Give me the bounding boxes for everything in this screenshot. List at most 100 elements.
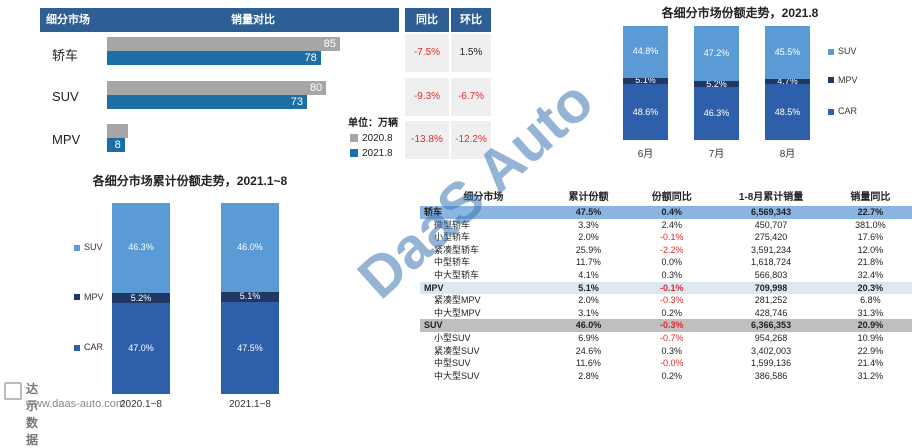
table-cell: 381.0% bbox=[855, 219, 886, 230]
table-cell: 紧凑型轿车 bbox=[434, 244, 480, 255]
legend-text: CAR bbox=[84, 342, 104, 353]
table-header-compare: 销量对比 bbox=[107, 8, 399, 32]
group-row: MPV 5.1% -0.1% 709,998 20.3% bbox=[420, 281, 912, 295]
table-cell: 1,618,724 bbox=[751, 257, 792, 268]
table-cell: 3,591,234 bbox=[751, 244, 792, 255]
table-cell: 小型轿车 bbox=[434, 232, 471, 243]
row-label-1: SUV bbox=[52, 89, 79, 104]
table-cell: 2.0% bbox=[578, 232, 599, 243]
segment-suv: 45.5% bbox=[765, 26, 810, 79]
legend-swatch bbox=[828, 108, 834, 115]
detail-col-header: 份额同比 bbox=[651, 191, 692, 203]
table-cell: -0.3% bbox=[660, 295, 684, 306]
legend-swatch bbox=[74, 345, 80, 352]
table-cell: 中型轿车 bbox=[434, 257, 471, 268]
table-cell: 6,366,353 bbox=[713, 319, 829, 332]
table-cell: -0.1% bbox=[630, 281, 714, 295]
table-header-mom: 环比 bbox=[451, 8, 491, 32]
table-row: 紧凑型MPV 2.0% -0.3% 281,252 6.8% bbox=[420, 294, 912, 307]
table-cell: 0.2% bbox=[661, 370, 683, 381]
table-cell: 31.3% bbox=[857, 307, 884, 318]
legend-mpv: MPV bbox=[74, 292, 104, 302]
group-row: SUV 46.0% -0.3% 6,366,353 20.9% bbox=[420, 319, 912, 332]
table-cell: 中大型轿车 bbox=[434, 269, 480, 280]
stack-bar-1: 46.3% 5.2% 47.2% bbox=[694, 26, 739, 140]
table-row: 紧凑型轿车 25.9% -2.2% 3,591,234 12.0% bbox=[420, 244, 912, 257]
stack-bar-2: 48.5% 4.7% 45.5% bbox=[765, 26, 810, 140]
legend-swatch-2020 bbox=[350, 134, 358, 143]
table-cell: 20.9% bbox=[828, 319, 912, 332]
table-cell: 1,599,136 bbox=[751, 358, 792, 369]
table-cell: 3.1% bbox=[578, 307, 599, 318]
bar-value: 85 bbox=[323, 38, 336, 50]
table-cell: 22.9% bbox=[857, 345, 884, 356]
bar-2020.8-2 bbox=[107, 124, 128, 138]
table-cell: 2.4% bbox=[661, 219, 683, 230]
segment-mpv: 5.2% bbox=[694, 79, 739, 88]
legend-2020: 2020.8 bbox=[350, 133, 393, 144]
legend-mpv: MPV bbox=[828, 75, 858, 85]
stack-bar-0: 48.6% 5.1% 44.8% bbox=[623, 26, 668, 140]
table-cell: 6.9% bbox=[578, 332, 599, 343]
legend-text: SUV bbox=[838, 45, 857, 56]
table-cell: 17.6% bbox=[857, 232, 884, 243]
legend-text: CAR bbox=[838, 105, 858, 116]
table-row: 中大型SUV 2.8% 0.2% 386,586 31.2% bbox=[420, 370, 912, 383]
table-cell: 紧凑型SUV bbox=[434, 345, 480, 356]
legend-label-2020: 2020.8 bbox=[362, 133, 393, 144]
table-cell: -0.3% bbox=[630, 319, 714, 332]
table-cell: -0.0% bbox=[660, 358, 684, 369]
legend-suv: SUV bbox=[828, 46, 857, 56]
table-cell: 微型轿车 bbox=[434, 219, 471, 230]
table-row: 中大型MPV 3.1% 0.2% 428,746 31.3% bbox=[420, 307, 912, 320]
table-cell: -2.2% bbox=[660, 244, 684, 255]
table-cell: 32.4% bbox=[857, 269, 884, 280]
segment-detail-table: 细分市场 累计份额 份额同比 1-8月累计销量 销量同比 轿车 47.5% 0.4% 6,56… bbox=[420, 190, 912, 382]
bar-value: 73 bbox=[290, 96, 304, 108]
table-header-segment: 细分市场 bbox=[40, 8, 113, 32]
detail-col-header: 累计份额 bbox=[568, 191, 609, 203]
x-tick-label: 2021.1~8 bbox=[229, 399, 271, 410]
bar-2021.8-1: 73 bbox=[107, 95, 308, 109]
segment-car: 46.3% bbox=[694, 86, 739, 140]
legend-car: CAR bbox=[828, 106, 857, 116]
segment-mpv: 5.2% bbox=[112, 292, 170, 303]
table-cell: -0.1% bbox=[660, 232, 684, 243]
legend-swatch bbox=[74, 244, 80, 251]
table-cell: 3.3% bbox=[578, 219, 599, 230]
table-cell: 281,252 bbox=[754, 295, 788, 306]
segment-suv: 47.2% bbox=[694, 26, 739, 81]
logo-name: 达示数据 bbox=[26, 382, 39, 447]
segment-suv: 44.8% bbox=[623, 26, 668, 78]
mom-cell-1: -6.7% bbox=[451, 78, 491, 116]
segment-mpv: 5.1% bbox=[221, 291, 279, 302]
table-cell: 386,586 bbox=[754, 370, 788, 381]
legend-swatch-2021 bbox=[350, 149, 358, 158]
bar-value: 8 bbox=[114, 139, 121, 151]
cumulative-share-title: 各细分市场累计份额走势，2021.1~8 bbox=[92, 174, 288, 188]
table-cell: 5.1% bbox=[546, 281, 631, 295]
table-cell: 275,420 bbox=[754, 232, 788, 243]
stack-bar-1: 47.5% 5.1% 46.0% bbox=[221, 203, 279, 394]
table-cell: 小型SUV bbox=[434, 332, 471, 343]
segment-car: 47.5% bbox=[221, 302, 279, 394]
stack-bar-0: 47.0% 5.2% 46.3% bbox=[112, 203, 170, 394]
table-cell: 31.2% bbox=[857, 370, 884, 381]
table-cell: 22.7% bbox=[828, 206, 912, 219]
legend-car: CAR bbox=[74, 342, 103, 352]
logo-icon bbox=[4, 382, 22, 400]
table-cell: SUV bbox=[420, 319, 547, 332]
table-cell: 0.0% bbox=[661, 257, 683, 268]
table-row: 中大型轿车 4.1% 0.3% 566,803 32.4% bbox=[420, 269, 912, 282]
segment-car: 47.0% bbox=[112, 302, 170, 394]
segment-mpv: 5.1% bbox=[623, 75, 668, 84]
table-row: 中型SUV 11.6% -0.0% 1,599,136 21.4% bbox=[420, 357, 912, 370]
detail-col-header: 销量同比 bbox=[850, 191, 891, 203]
table-cell: -0.7% bbox=[660, 332, 684, 343]
bar-value: 78 bbox=[304, 52, 317, 64]
segment-mpv: 4.7% bbox=[765, 76, 810, 85]
table-cell: 12.0% bbox=[857, 244, 884, 255]
table-cell: 2.0% bbox=[578, 295, 599, 306]
unit-label: 单位：万辆 bbox=[348, 118, 398, 129]
mom-cell-2: -12.2% bbox=[451, 121, 491, 159]
